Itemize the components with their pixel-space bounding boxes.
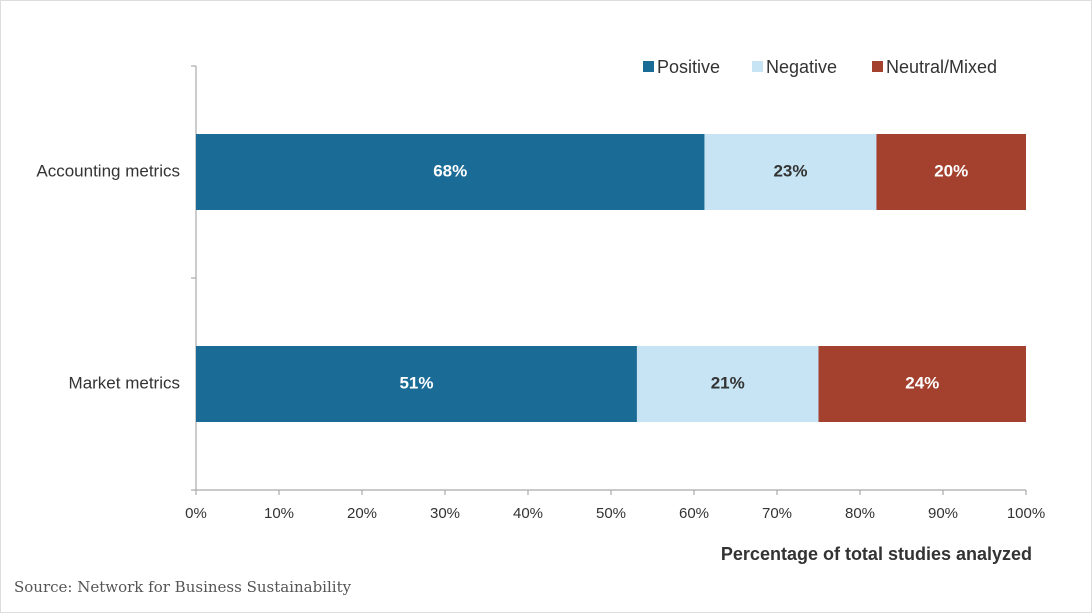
legend-swatch <box>872 61 883 72</box>
x-tick-label: 0% <box>185 505 207 522</box>
legend-swatch <box>643 61 654 72</box>
x-tick-label: 10% <box>264 505 294 522</box>
data-label: 24% <box>905 373 939 392</box>
data-label: 51% <box>399 373 433 392</box>
legend-swatch <box>752 61 763 72</box>
data-label: 21% <box>711 373 745 392</box>
x-tick-label: 40% <box>513 505 543 522</box>
bar-segment <box>636 346 819 422</box>
data-label: 68% <box>433 161 467 180</box>
legend-label: Positive <box>657 57 720 77</box>
x-tick-label: 90% <box>928 505 958 522</box>
legend-label: Negative <box>766 57 837 77</box>
bar-segment <box>818 346 1026 422</box>
source: Source: Network for Business Sustainabil… <box>14 578 352 596</box>
x-tick-label: 20% <box>347 505 377 522</box>
x-tick-label: 70% <box>762 505 792 522</box>
bar-segment <box>876 134 1026 210</box>
bar-segment <box>196 346 637 422</box>
data-label: 23% <box>773 161 807 180</box>
x-tick-label: 60% <box>679 505 709 522</box>
legend-label: Neutral/Mixed <box>886 57 997 77</box>
x-tick-label: 80% <box>845 505 875 522</box>
y-tick-label: Accounting metrics <box>36 161 180 180</box>
x-axis-label: Percentage of total studies analyzed <box>721 544 1032 564</box>
data-label: 20% <box>934 161 968 180</box>
y-tick-label: Market metrics <box>69 373 180 392</box>
bar-segment <box>704 134 877 210</box>
x-tick-label: 30% <box>430 505 460 522</box>
x-tick-label: 50% <box>596 505 626 522</box>
bar-segment <box>196 134 705 210</box>
x-tick-label: 100% <box>1007 505 1045 522</box>
